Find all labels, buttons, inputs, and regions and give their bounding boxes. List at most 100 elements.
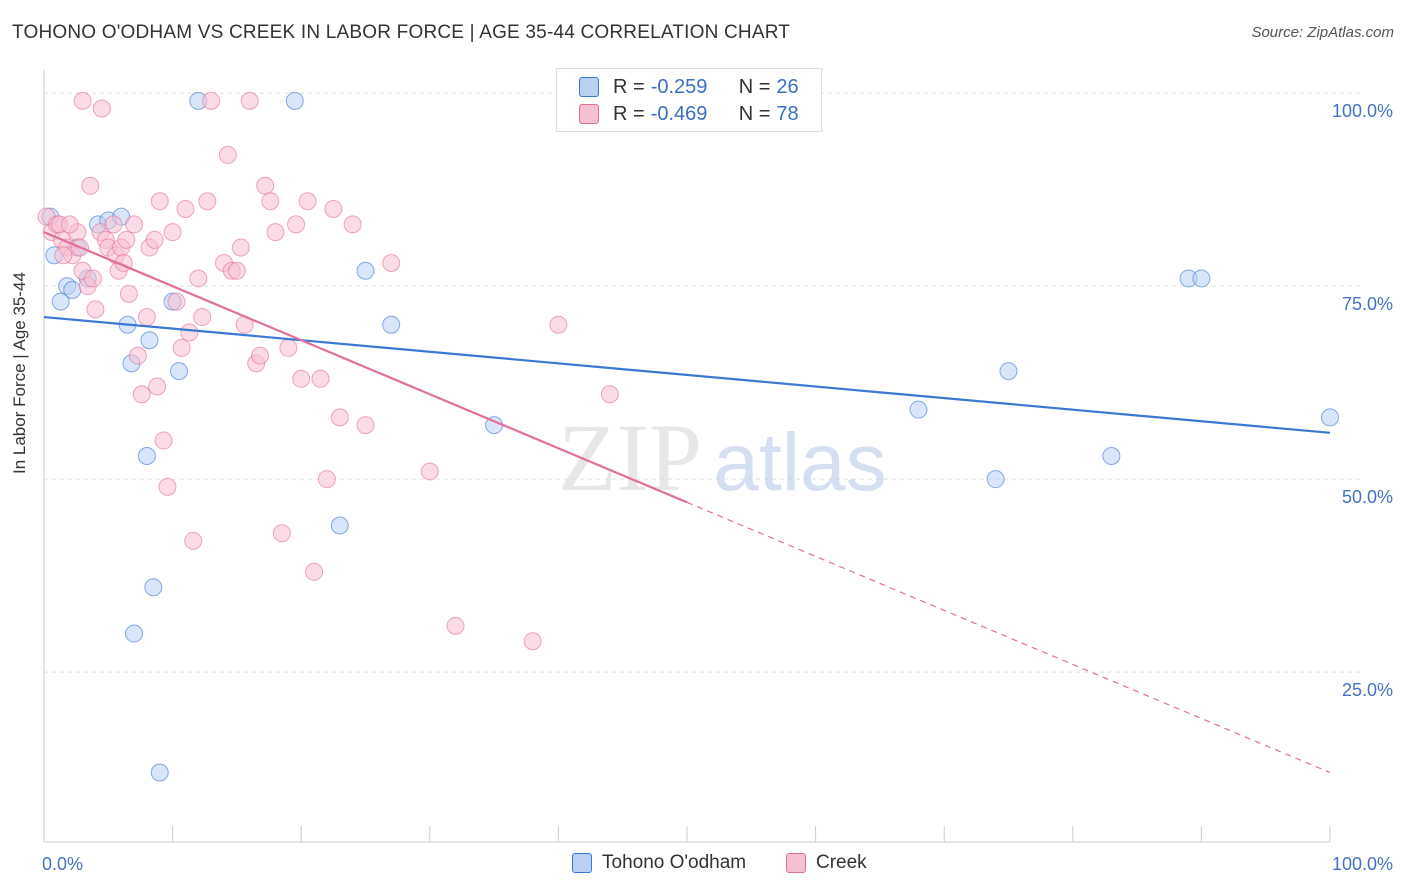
- legend-row-tohono: R = -0.259 N = 26: [579, 75, 799, 99]
- tohono-point: [63, 281, 82, 300]
- creek-point: [317, 470, 336, 489]
- tohono-point: [150, 763, 169, 782]
- creek-point: [420, 462, 439, 481]
- watermark-atlas: atlas: [713, 417, 886, 508]
- creek-point: [158, 477, 177, 496]
- creek-point: [343, 215, 362, 234]
- creek-point: [150, 192, 169, 211]
- tohono-point: [986, 470, 1005, 489]
- x-tick-label: 0.0%: [42, 854, 83, 874]
- creek-point: [167, 292, 186, 311]
- tohono-point: [137, 447, 156, 465]
- creek-point: [600, 385, 619, 404]
- creek-point: [154, 431, 173, 450]
- creek-point: [189, 269, 208, 288]
- series-legend-tohono: Tohono O'odham: [572, 852, 746, 874]
- creek-point: [119, 284, 138, 303]
- series-legend: Tohono O'odham Creek: [0, 852, 1406, 878]
- legend-r-value: -0.469: [650, 102, 708, 125]
- creek-point: [251, 346, 270, 365]
- tohono-point: [909, 400, 928, 419]
- creek-point: [180, 323, 199, 342]
- tohono-point: [356, 261, 375, 280]
- correlation-legend: R = -0.259 N = 26 R = -0.469 N = 78: [556, 68, 822, 132]
- legend-r-label: R =: [613, 102, 645, 125]
- tick-labels: 25.0% 50.0% 75.0% 100.0% 0.0% 100.0%: [42, 101, 1393, 874]
- tohono-point: [125, 624, 144, 643]
- tohono-point: [144, 578, 163, 597]
- creek-point: [218, 145, 237, 164]
- tohono-point: [51, 292, 70, 311]
- tohono-point: [285, 91, 304, 110]
- creek-point: [73, 91, 92, 110]
- creek-point: [446, 616, 465, 635]
- creek-point: [272, 524, 291, 543]
- creek-point: [324, 199, 343, 218]
- creek-point: [54, 246, 73, 265]
- creek-point: [311, 369, 330, 388]
- series-legend-creek: Creek: [786, 852, 867, 874]
- tohono-point: [1192, 269, 1211, 288]
- creek-point: [92, 99, 111, 118]
- creek-point: [132, 385, 151, 404]
- series-swatch-blue: [572, 853, 592, 873]
- creek-point: [81, 176, 100, 195]
- chart-title: TOHONO O'ODHAM VS CREEK IN LABOR FORCE |…: [12, 22, 791, 43]
- creek-point: [125, 215, 144, 234]
- creek-point: [172, 338, 191, 357]
- legend-r-value: -0.259: [650, 75, 708, 98]
- creek-point: [193, 308, 212, 327]
- creek-point: [356, 416, 375, 435]
- axes: [43, 70, 1331, 843]
- tohono-trend-line: [43, 315, 1331, 434]
- legend-row-creek: R = -0.469 N = 78: [579, 102, 799, 126]
- creek-point: [305, 562, 324, 581]
- creek-point: [266, 223, 285, 242]
- creek-point: [240, 91, 259, 110]
- y-tick-label: 100.0%: [1332, 101, 1393, 121]
- legend-swatch-pink: [579, 104, 599, 124]
- creek-point: [128, 346, 147, 365]
- legend-n-label: N =: [738, 75, 771, 98]
- creek-point: [198, 192, 217, 211]
- creek-point: [279, 338, 298, 357]
- legend-swatch-blue: [579, 77, 599, 97]
- tohono-point: [140, 331, 159, 350]
- data-points: [37, 91, 1339, 782]
- creek-point: [202, 91, 221, 110]
- tohono-point: [170, 362, 189, 381]
- tohono-point: [999, 362, 1018, 381]
- legend-n-value: 26: [776, 75, 799, 98]
- trend-lines: [43, 231, 1331, 774]
- creek-point: [145, 230, 164, 249]
- creek-point: [256, 176, 275, 195]
- creek-point: [523, 632, 542, 651]
- creek-point: [148, 377, 167, 396]
- series-legend-label: Creek: [816, 852, 867, 873]
- chart-source: Source: ZipAtlas.com: [1251, 24, 1394, 41]
- creek-trend-extension: [686, 501, 1331, 774]
- creek-point: [292, 369, 311, 388]
- creek-point: [163, 223, 182, 242]
- legend-n-label: N =: [738, 102, 771, 125]
- creek-point: [117, 230, 136, 249]
- creek-point: [60, 215, 79, 234]
- creek-point: [382, 254, 401, 272]
- creek-point: [176, 199, 195, 218]
- grid-lines: [44, 92, 1360, 673]
- y-tick-label: 50.0%: [1342, 487, 1393, 507]
- tohono-point: [1321, 408, 1339, 427]
- creek-point: [261, 192, 280, 211]
- creek-trend-line: [43, 231, 688, 504]
- creek-point: [184, 531, 203, 550]
- creek-point: [298, 192, 317, 211]
- creek-point: [287, 215, 306, 234]
- y-tick-label: 25.0%: [1342, 680, 1393, 700]
- series-legend-label: Tohono O'odham: [602, 852, 747, 873]
- tohono-point: [330, 516, 349, 535]
- tohono-point: [382, 315, 401, 334]
- creek-point: [86, 300, 105, 319]
- legend-r-label: R =: [613, 75, 645, 98]
- creek-point: [83, 269, 102, 288]
- creek-point: [227, 261, 246, 280]
